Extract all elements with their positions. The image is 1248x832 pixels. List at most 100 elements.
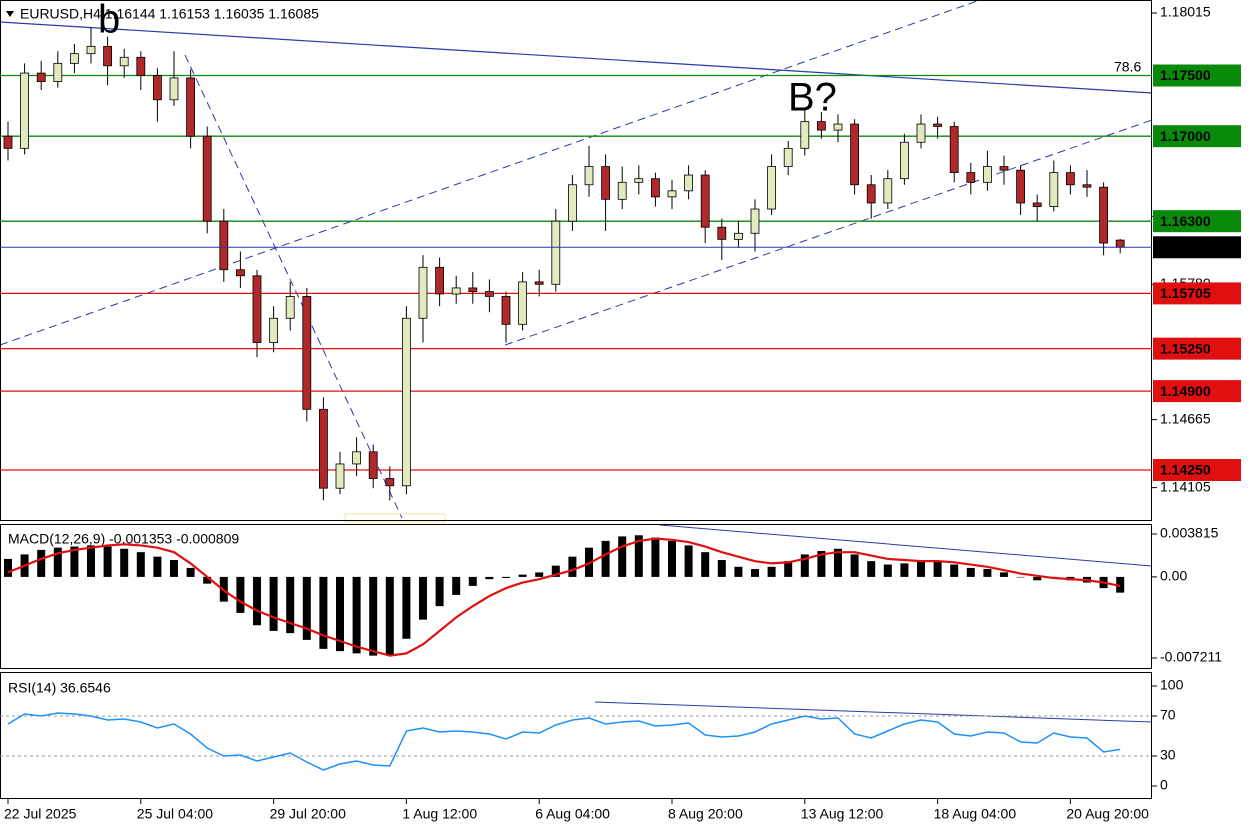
- candle-body: [584, 166, 594, 186]
- macd-bar: [933, 561, 942, 577]
- candle-body: [651, 178, 660, 198]
- channel-line: [0, 0, 981, 346]
- candle-body: [136, 56, 146, 76]
- level-box: [1153, 282, 1241, 305]
- macd-bar: [186, 567, 195, 577]
- x-tick-label: 22 Jul 2025: [4, 806, 77, 822]
- candle-body: [817, 121, 826, 131]
- candle-body: [617, 181, 627, 200]
- x-tick-label: 6 Aug 04:00: [535, 806, 610, 822]
- y-tick-label: 0.003815: [1160, 525, 1219, 541]
- candle-body: [3, 135, 13, 149]
- y-tick-label: 70: [1160, 707, 1176, 723]
- macd-bar: [1016, 576, 1025, 578]
- last-price-box: [1153, 236, 1241, 259]
- y-tick-label: 0.00: [1160, 568, 1187, 584]
- macd-bar: [385, 576, 394, 655]
- candle-body: [20, 72, 30, 149]
- macd-bar: [70, 546, 79, 577]
- y-tick-label: 1.18015: [1160, 4, 1211, 20]
- menu-arrow[interactable]: [6, 11, 14, 17]
- x-tick-label: 18 Aug 04:00: [934, 806, 1017, 822]
- level-label: 1.17500: [1160, 67, 1211, 83]
- candle-body: [368, 451, 378, 479]
- x-tick-label: 25 Jul 04:00: [137, 806, 213, 822]
- macd-bar: [402, 576, 411, 639]
- macd-bar: [651, 537, 660, 577]
- y-tick-label: 30: [1160, 747, 1176, 763]
- candle-body: [269, 317, 279, 343]
- macd-bar: [518, 574, 527, 577]
- candle-body: [352, 451, 362, 465]
- macd-bar: [203, 576, 212, 584]
- macd-bar: [601, 540, 610, 577]
- candle-body: [86, 45, 96, 55]
- macd-bar: [37, 549, 46, 577]
- macd-bar: [983, 569, 992, 577]
- candle-body: [169, 77, 179, 101]
- macd-bar: [1000, 572, 1008, 577]
- macd-bar: [867, 561, 876, 577]
- level-box: [1153, 459, 1241, 482]
- candle-body: [966, 172, 976, 183]
- macd-bar: [767, 566, 776, 577]
- candle-body: [501, 296, 511, 325]
- candle-body: [53, 62, 63, 82]
- candle-body: [949, 126, 959, 174]
- fib-label: 78.6: [1114, 59, 1141, 75]
- level-box: [1153, 380, 1241, 403]
- candle-body: [1115, 239, 1125, 248]
- candle-body: [152, 75, 162, 101]
- candle-body: [833, 123, 843, 131]
- candle-body: [667, 190, 677, 198]
- macd-bar: [369, 576, 378, 656]
- macd-bar: [253, 576, 261, 626]
- candle-body: [302, 296, 312, 410]
- x-tick-label: 8 Aug 20:00: [668, 806, 743, 822]
- candle-body: [700, 174, 710, 228]
- macd-bar: [950, 564, 959, 577]
- candle-body: [219, 220, 229, 271]
- candle-body: [534, 281, 544, 285]
- candle-body: [601, 166, 610, 200]
- macd-trend-line: [659, 524, 1153, 567]
- channel-line: [504, 119, 1153, 346]
- macd-bar: [153, 556, 162, 577]
- candle-body: [767, 166, 776, 210]
- level-box: [1153, 337, 1241, 360]
- macd-bar: [535, 572, 544, 577]
- candle-body: [900, 141, 909, 180]
- wave-label: b: [98, 0, 120, 42]
- macd-bar: [485, 576, 494, 580]
- macd-bar: [336, 576, 344, 652]
- macd-bar: [87, 545, 95, 577]
- macd-bar: [468, 576, 477, 586]
- candle-body: [103, 45, 112, 67]
- macd-bar: [684, 545, 693, 577]
- macd-bar: [966, 567, 975, 577]
- candle-body: [684, 174, 693, 192]
- level-label: 1.17000: [1160, 128, 1211, 144]
- candle-body: [983, 166, 992, 183]
- candle-body: [1049, 172, 1059, 208]
- y-tick-label: 1.14105: [1160, 478, 1211, 494]
- macd-bar: [419, 576, 427, 620]
- candle-body: [36, 72, 46, 82]
- candle-body: [385, 478, 395, 487]
- candle-body: [202, 135, 212, 222]
- y-tick-label: 0: [1160, 777, 1168, 793]
- macd-bar: [917, 561, 925, 577]
- candle-body: [1099, 186, 1108, 244]
- macd-bar: [53, 547, 62, 577]
- rsi-trend-line: [594, 701, 1153, 723]
- macd-bar: [452, 576, 461, 595]
- macd-bar: [784, 561, 793, 577]
- macd-bar: [502, 576, 510, 579]
- candle-body: [252, 275, 262, 343]
- macd-bar: [900, 563, 909, 577]
- candle-body: [933, 123, 942, 127]
- candle-body: [551, 220, 561, 285]
- candle-body: [1016, 169, 1025, 204]
- rsi-title: RSI(14) 36.6546: [8, 680, 111, 696]
